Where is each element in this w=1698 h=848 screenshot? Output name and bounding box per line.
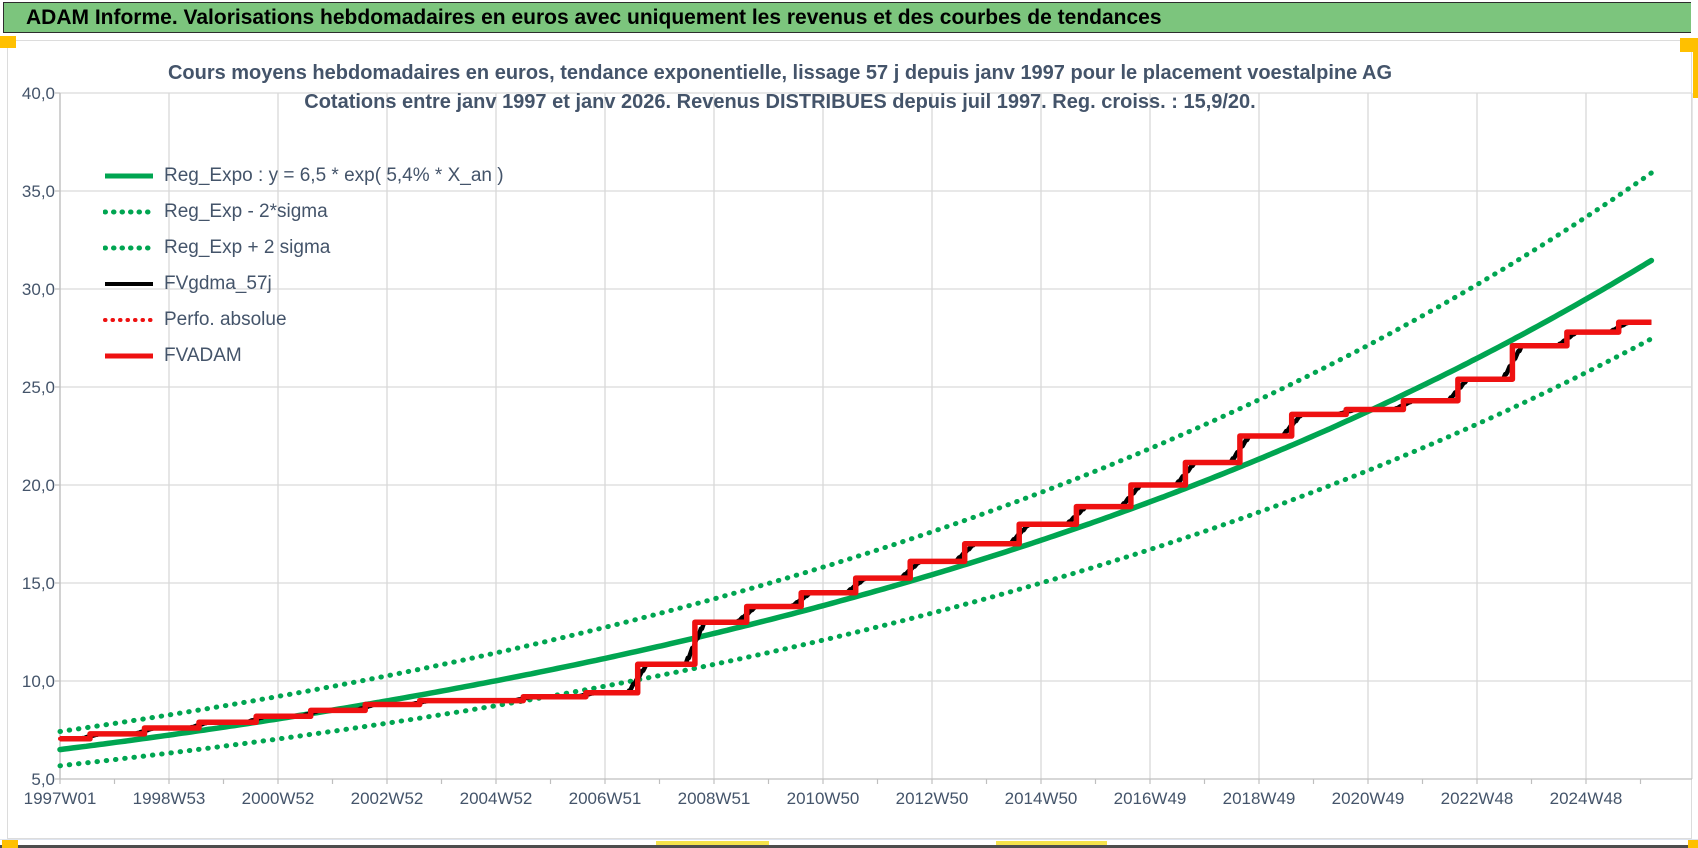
x-axis-label: 2012W50 [895, 789, 969, 808]
x-axis-label: 2014W50 [1004, 789, 1078, 808]
x-axis-label: 2006W51 [568, 789, 642, 808]
legend-label: Reg_Expo : y = 6,5 * exp( 5,4% * X_an ) [164, 165, 504, 186]
x-axis-label: 2024W48 [1549, 789, 1623, 808]
y-axis-label: 5,0 [31, 770, 55, 789]
x-axis-label: 2008W51 [677, 789, 751, 808]
x-axis-label: 2022W48 [1440, 789, 1514, 808]
x-axis-label: 2016W49 [1113, 789, 1187, 808]
y-axis-label: 25,0 [21, 378, 55, 397]
legend: Reg_Expo : y = 6,5 * exp( 5,4% * X_an ) R… [103, 158, 504, 374]
legend-label: Perfo. absolue [164, 309, 287, 330]
legend-label: Reg_Exp + 2 sigma [164, 237, 331, 258]
legend-item-3: FVgdma_57j [103, 266, 504, 302]
x-axis-label: 2020W49 [1331, 789, 1405, 808]
y-axis-label: 35,0 [21, 182, 55, 201]
legend-label: FVgdma_57j [164, 273, 272, 294]
x-axis-label: 2018W49 [1222, 789, 1296, 808]
chart-title-line1: Cours moyens hebdomadaires en euros, ten… [167, 62, 1393, 84]
chart-title-line2: Cotations entre janv 1997 et janv 2026. … [304, 91, 1256, 113]
legend-line-sample [105, 173, 153, 179]
y-axis-label: 30,0 [21, 280, 55, 299]
y-axis-label: 40,0 [21, 84, 55, 103]
legend-label: Reg_Exp - 2*sigma [164, 201, 328, 222]
y-axis-label: 15,0 [21, 574, 55, 593]
y-axis-label: 20,0 [21, 476, 55, 495]
legend-item-5: FVADAM [103, 338, 504, 374]
x-axis-label: 1997W01 [23, 789, 97, 808]
legend-label: FVADAM [164, 345, 242, 366]
legend-item-4: Perfo. absolue [103, 302, 504, 338]
x-axis-label: 1998W53 [132, 789, 206, 808]
header-banner: ADAM Informe. Valorisations hebdomadaire… [3, 2, 1691, 33]
y-axis-label: 10,0 [21, 672, 55, 691]
legend-item-2: Reg_Exp + 2 sigma [103, 230, 504, 266]
x-axis-label: 2000W52 [241, 789, 315, 808]
x-axis-label: 2002W52 [350, 789, 424, 808]
x-axis-label: 2004W52 [459, 789, 533, 808]
legend-line-sample [103, 245, 155, 251]
legend-line-sample [105, 353, 153, 359]
legend-line-sample [103, 209, 155, 215]
legend-item-1: Reg_Exp - 2*sigma [103, 194, 504, 230]
legend-line-sample [105, 282, 153, 286]
x-axis-label: 2010W50 [786, 789, 860, 808]
legend-item-0: Reg_Expo : y = 6,5 * exp( 5,4% * X_an ) [103, 158, 504, 194]
legend-line-sample [103, 318, 155, 322]
